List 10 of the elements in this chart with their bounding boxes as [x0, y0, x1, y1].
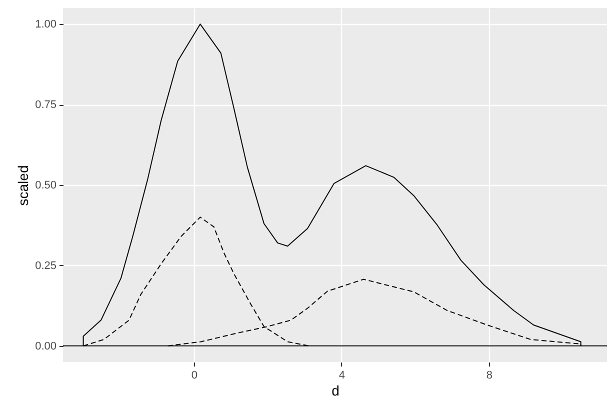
x-tick-label: 0	[191, 370, 198, 382]
y-tick-label: 0.00	[35, 340, 56, 352]
y-tick-label: 0.50	[35, 180, 56, 192]
y-axis-title: scaled	[15, 165, 32, 206]
x-axis-title: d	[332, 382, 340, 398]
y-tick-label: 0.75	[35, 99, 56, 112]
y-tick-label: 0.25	[35, 260, 56, 272]
x-tick-label: 4	[338, 370, 346, 382]
x-tick-label: 8	[486, 370, 493, 382]
y-tick-label: 1.00	[35, 18, 56, 31]
